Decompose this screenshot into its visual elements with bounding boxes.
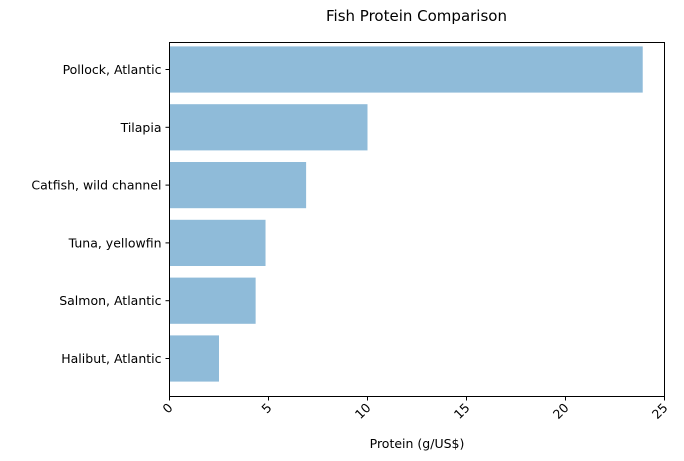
bar xyxy=(169,46,643,93)
x-tick-label: 15 xyxy=(451,400,473,422)
x-ticks-group: 0 5 10 15 20 25 xyxy=(159,396,671,422)
y-ticks-group: Pollock, Atlantic Tilapia Catfish, wild ch… xyxy=(31,62,170,366)
bar xyxy=(169,219,266,266)
x-tick-label: 10 xyxy=(352,400,374,422)
bar xyxy=(169,162,307,209)
y-tick-label: Tilapia xyxy=(120,120,162,135)
y-tick-label: Salmon, Atlantic xyxy=(59,293,161,308)
bar xyxy=(169,277,256,324)
y-tick-label: Halibut, Atlantic xyxy=(61,351,161,366)
y-tick-label: Tuna, yellowfin xyxy=(68,235,162,250)
x-tick-label: 0 xyxy=(159,400,175,416)
plot-frame xyxy=(169,42,665,397)
x-tick-label: 5 xyxy=(258,400,274,416)
bars-group xyxy=(169,46,643,382)
y-tick-label: Pollock, Atlantic xyxy=(63,62,162,77)
bar xyxy=(169,104,368,151)
x-axis-label: Protein (g/US$) xyxy=(370,436,465,451)
x-tick-label: 20 xyxy=(550,400,572,422)
chart-title: Fish Protein Comparison xyxy=(326,7,507,25)
bar xyxy=(169,335,219,382)
x-tick-label: 25 xyxy=(649,400,671,422)
y-tick-label: Catfish, wild channel xyxy=(31,178,161,193)
